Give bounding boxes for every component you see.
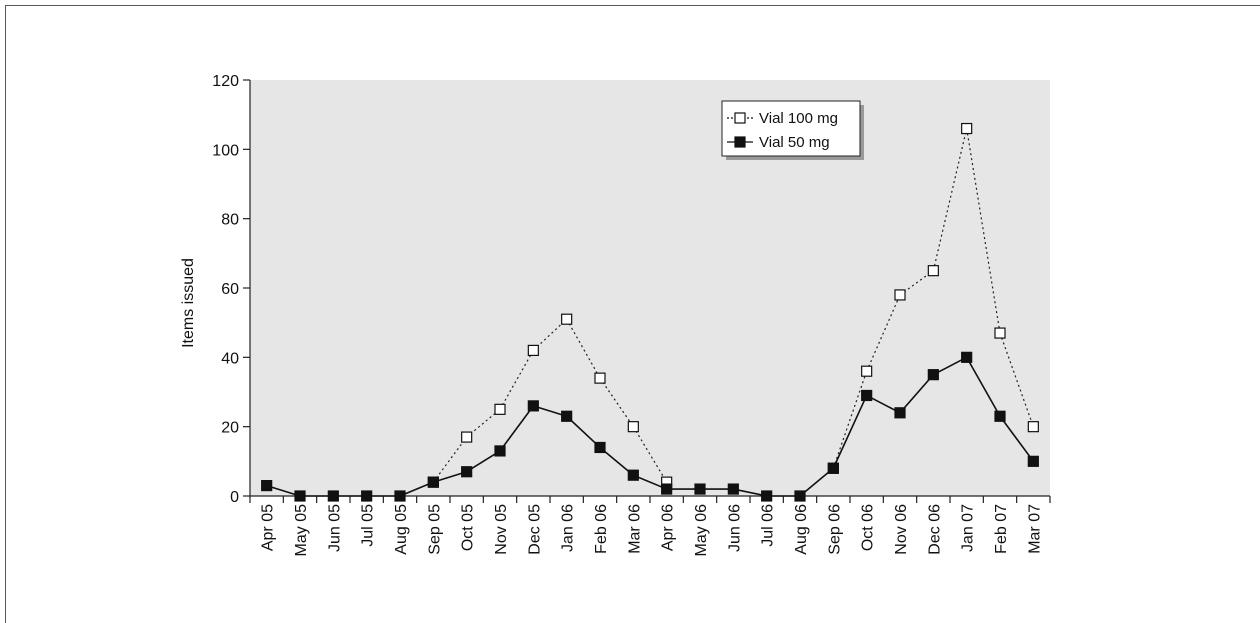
x-tick-label: May 06 [693, 504, 710, 557]
x-tick-label: Jul 05 [360, 504, 377, 547]
data-point [495, 404, 505, 414]
x-tick-label: Oct 06 [860, 504, 877, 551]
x-tick-label: Dec 06 [926, 504, 943, 555]
data-point [862, 390, 872, 400]
data-point [528, 401, 538, 411]
data-point [795, 491, 805, 501]
x-tick-label: Sep 06 [826, 504, 843, 555]
data-point [628, 422, 638, 432]
y-tick-label: 20 [221, 420, 239, 437]
data-point [562, 411, 572, 421]
x-tick-label: Feb 07 [993, 504, 1010, 554]
data-point [295, 491, 305, 501]
x-tick-label: Aug 05 [393, 504, 410, 555]
x-tick-label: Apr 06 [660, 504, 677, 551]
data-point [928, 266, 938, 276]
data-point [528, 345, 538, 355]
y-tick-label: 60 [221, 281, 239, 298]
x-tick-label: Sep 05 [426, 504, 443, 555]
x-tick-label: Nov 05 [493, 504, 510, 555]
legend-label: Vial 100 mg [759, 110, 838, 127]
data-point [962, 124, 972, 134]
plot-area [250, 80, 1050, 496]
legend: Vial 100 mg Vial 50 mg [722, 101, 864, 160]
data-point [428, 477, 438, 487]
data-point [395, 491, 405, 501]
x-tick-label: Jun 05 [326, 504, 343, 552]
y-tick-label: 80 [221, 212, 239, 229]
data-point [928, 370, 938, 380]
x-tick-label: Oct 05 [460, 504, 477, 551]
legend-label: Vial 50 mg [759, 134, 830, 151]
data-point [995, 411, 1005, 421]
x-tick-label: May 05 [293, 504, 310, 557]
y-tick-label: 120 [212, 73, 239, 90]
data-point [728, 484, 738, 494]
data-point [1028, 422, 1038, 432]
data-point [362, 491, 372, 501]
y-tick-label: 100 [212, 142, 239, 159]
data-point [695, 484, 705, 494]
x-tick-label: Aug 06 [793, 504, 810, 555]
data-point [328, 491, 338, 501]
data-point [895, 290, 905, 300]
x-tick-label: Nov 06 [893, 504, 910, 555]
data-point [595, 442, 605, 452]
x-tick-label: Jul 06 [760, 504, 777, 547]
x-tick-label: Jun 06 [726, 504, 743, 552]
x-tick-label: Mar 07 [1026, 504, 1043, 554]
data-point [595, 373, 605, 383]
x-axis: Apr 05 May 05 Jun 05 Jul 05 Aug 05 Sep 05 Oct … [250, 496, 1050, 556]
data-point [462, 432, 472, 442]
x-tick-label: Mar 06 [626, 504, 643, 554]
data-point [462, 467, 472, 477]
x-tick-label: Jan 07 [960, 504, 977, 552]
data-point [962, 352, 972, 362]
data-point [762, 491, 772, 501]
x-tick-label: Dec 05 [526, 504, 543, 555]
legend-marker [735, 137, 745, 147]
legend-marker [735, 113, 745, 123]
data-point [495, 446, 505, 456]
y-tick-label: 0 [230, 489, 239, 506]
data-point [1028, 456, 1038, 466]
y-tick-label: 40 [221, 350, 239, 367]
data-point [895, 408, 905, 418]
x-tick-label: Feb 06 [593, 504, 610, 554]
x-tick-label: Apr 05 [260, 504, 277, 551]
data-point [562, 314, 572, 324]
data-point [828, 463, 838, 473]
x-tick-label: Jan 06 [560, 504, 577, 552]
data-point [662, 484, 672, 494]
data-point [628, 470, 638, 480]
y-axis: 0 20 40 60 80 100 120 [212, 73, 250, 506]
data-point [262, 481, 272, 491]
data-point [862, 366, 872, 376]
y-axis-title: Items issued [180, 258, 197, 348]
data-point [995, 328, 1005, 338]
